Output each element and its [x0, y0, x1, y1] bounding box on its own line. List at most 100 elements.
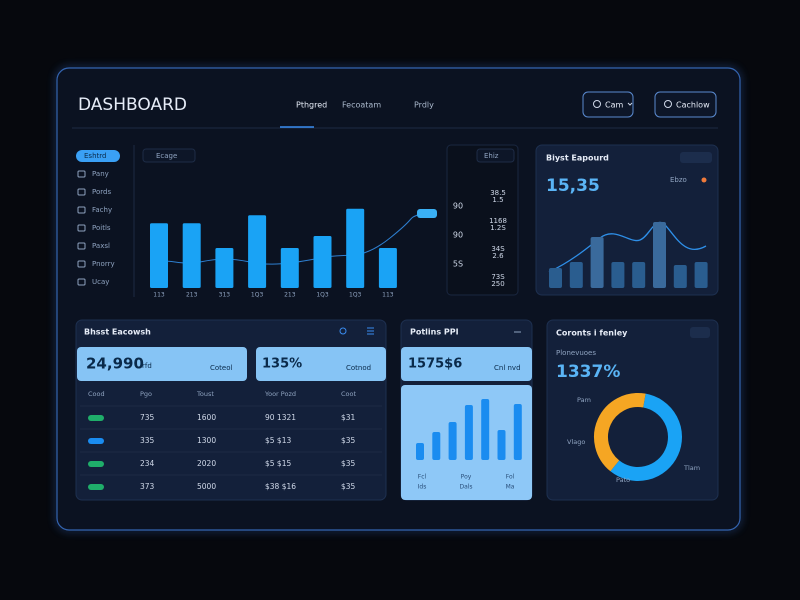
donut-segment	[610, 393, 682, 481]
button[interactable]	[582, 91, 634, 118]
dropdown[interactable]	[142, 148, 196, 163]
donut-label: Pam	[577, 396, 591, 404]
axis-label: 5S	[453, 260, 463, 269]
tile-value: 24,990	[86, 355, 144, 373]
tile-action[interactable]: Cotnod	[346, 364, 371, 372]
title: DASHBOARD	[78, 95, 187, 115]
badge-label: Ebzo	[670, 176, 687, 184]
tile	[401, 347, 532, 381]
button[interactable]	[654, 91, 717, 118]
cell: 1600	[197, 413, 216, 422]
donut-label: Pato	[616, 476, 630, 484]
sidebar-active[interactable]	[76, 150, 120, 162]
dropdown-label: Ehiz	[484, 152, 499, 160]
nav-item[interactable]: Pthgred	[296, 101, 327, 110]
axis-label: 90	[453, 202, 463, 211]
list-value: 1.5	[492, 196, 503, 204]
bar	[313, 236, 332, 288]
cell: 234	[140, 459, 155, 468]
x-label: Fcl	[418, 474, 427, 481]
donut-segment	[594, 393, 646, 472]
nav-item[interactable]: Fecoatam	[342, 101, 381, 110]
cell: $35	[341, 436, 356, 445]
list-value: 1168	[489, 217, 507, 225]
nav-item[interactable]: Prdly	[414, 101, 434, 110]
sidebar-icon	[77, 278, 86, 286]
sidebar-item[interactable]: Pnorry	[92, 260, 115, 268]
list-value: 250	[491, 280, 504, 288]
sidebar-icon	[77, 260, 86, 268]
button-label: Cam	[605, 101, 623, 110]
sidebar-item[interactable]: Pords	[92, 188, 111, 196]
x-label: Dals	[459, 484, 472, 491]
sidebar-item[interactable]: Ucay	[92, 278, 109, 286]
cell: 735	[140, 413, 155, 422]
status-dot	[701, 177, 707, 183]
x-label: 213	[284, 292, 296, 299]
list-value: 38.5	[490, 189, 506, 197]
cell: $38 $16	[265, 482, 296, 491]
bar	[346, 208, 365, 288]
kpi-value: 1337%	[556, 362, 620, 382]
sidebar-item[interactable]: Paxsl	[92, 242, 110, 250]
cell: 335	[140, 436, 155, 445]
x-label: 113	[153, 292, 165, 299]
badge	[680, 152, 712, 163]
status-tag	[88, 415, 104, 421]
x-label: Ma	[506, 484, 515, 491]
bar	[182, 223, 201, 288]
bar	[432, 432, 441, 460]
sidebar-item[interactable]: Fachy	[92, 206, 112, 214]
bar	[150, 223, 168, 288]
cell: 1300	[197, 436, 216, 445]
cell: 373	[140, 482, 155, 491]
search-icon	[664, 100, 672, 108]
sidebar-icon	[77, 206, 86, 214]
sidebar-icon	[77, 242, 86, 250]
x-label: 1Q3	[251, 292, 264, 299]
bar	[549, 268, 562, 288]
bar	[673, 265, 687, 288]
bar	[280, 248, 299, 288]
bar	[416, 443, 424, 460]
row-lines	[80, 405, 382, 476]
status-tag	[88, 438, 104, 444]
tile	[77, 347, 247, 381]
trend-line	[548, 221, 707, 273]
dropdown[interactable]	[476, 148, 515, 163]
status-tag	[88, 461, 104, 467]
sidebar-icon	[77, 188, 86, 196]
bar	[464, 405, 473, 460]
dropdown-label: Ecage	[156, 152, 177, 160]
card-title: Potlins PPI	[410, 328, 459, 337]
sidebar-item[interactable]: Poitls	[92, 224, 111, 232]
column-header: Toust	[196, 390, 214, 398]
list-value: 1.2S	[490, 224, 506, 232]
bar	[569, 262, 583, 288]
donut-label: Vlago	[567, 438, 585, 446]
kpi-value: 15,35	[546, 176, 600, 196]
cell: $5 $15	[265, 459, 291, 468]
x-label: Poy	[461, 474, 472, 481]
cell: 5000	[197, 482, 216, 491]
icon[interactable]	[339, 327, 347, 335]
cell: $35	[341, 459, 356, 468]
x-label: 113	[382, 292, 394, 299]
tile-action[interactable]: Coteol	[210, 364, 233, 372]
bar	[653, 222, 666, 288]
x-label: Ids	[418, 484, 427, 491]
axis-label: 90	[453, 231, 463, 240]
sidebar-item[interactable]: Pany	[92, 170, 109, 178]
tile	[256, 347, 386, 381]
cell: $35	[341, 482, 356, 491]
menu-icon[interactable]	[367, 327, 374, 335]
bar	[497, 430, 506, 460]
card	[535, 144, 719, 296]
tile-action[interactable]: Cnl nvd	[494, 364, 521, 372]
bar	[590, 237, 604, 288]
cell: $5 $13	[265, 436, 291, 445]
cell: 90 1321	[265, 413, 296, 422]
bar	[632, 262, 646, 288]
bar	[513, 404, 522, 460]
